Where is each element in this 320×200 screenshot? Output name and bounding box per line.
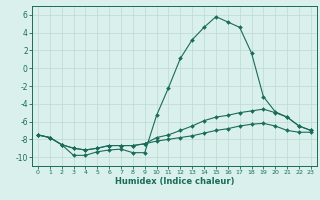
X-axis label: Humidex (Indice chaleur): Humidex (Indice chaleur)	[115, 177, 234, 186]
